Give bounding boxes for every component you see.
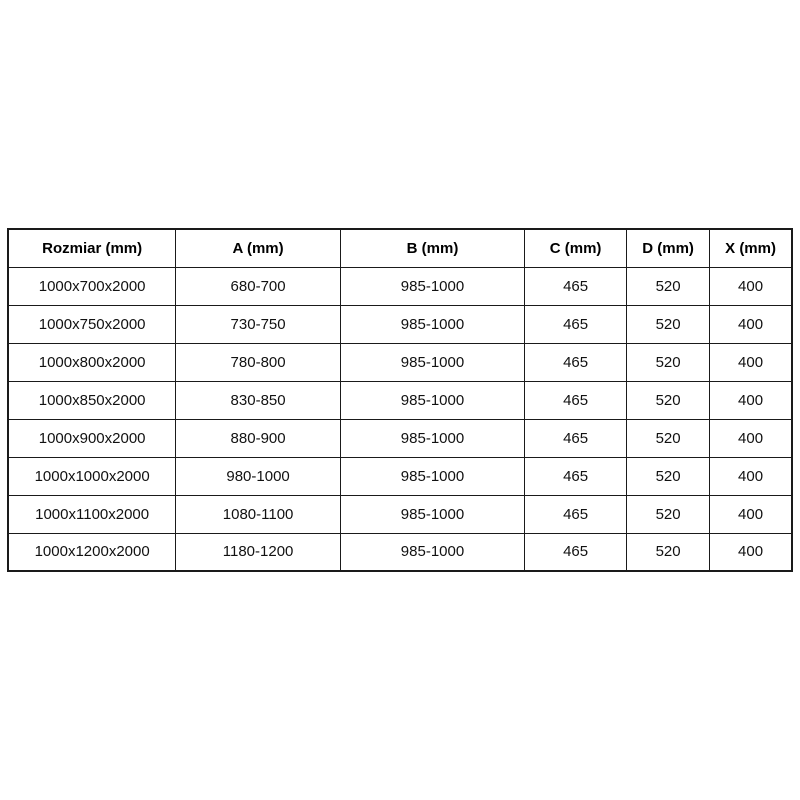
column-header: B (mm)	[339, 228, 526, 268]
table-row: 1000x900x2000 880-900 985-1000 465 520 400	[7, 418, 793, 458]
table-cell: 1000x750x2000	[7, 304, 177, 344]
table-cell: 465	[524, 342, 628, 382]
table-row: 1000x700x2000 680-700 985-1000 465 520 400	[7, 266, 793, 306]
table-cell: 985-1000	[339, 266, 526, 306]
table-cell: 465	[524, 494, 628, 534]
table-cell: 980-1000	[175, 456, 341, 496]
header-row: Rozmiar (mm) A (mm) B (mm) C (mm) D (mm) X (m…	[7, 228, 793, 268]
table-cell: 1080-1100	[175, 494, 341, 534]
table-cell: 780-800	[175, 342, 341, 382]
table-cell: 1000x1000x2000	[7, 456, 177, 496]
column-header: Rozmiar (mm)	[7, 228, 177, 268]
table-cell: 1000x800x2000	[7, 342, 177, 382]
table-cell: 520	[626, 304, 711, 344]
table-cell: 1000x850x2000	[7, 380, 177, 420]
table-cell: 520	[626, 456, 711, 496]
table-cell: 465	[524, 380, 628, 420]
table-cell: 830-850	[175, 380, 341, 420]
table-cell: 465	[524, 266, 628, 306]
table-cell: 1000x700x2000	[7, 266, 177, 306]
table-row: 1000x1200x2000 1180-1200 985-1000 465 520 400	[7, 532, 793, 572]
table-cell: 985-1000	[339, 456, 526, 496]
size-table-container: Rozmiar (mm) A (mm) B (mm) C (mm) D (mm) X (m…	[7, 228, 793, 572]
table-cell: 400	[709, 304, 793, 344]
table-cell: 400	[709, 494, 793, 534]
table-row: 1000x850x2000 830-850 985-1000 465 520 400	[7, 380, 793, 420]
table-cell: 520	[626, 266, 711, 306]
table-row: 1000x800x2000 780-800 985-1000 465 520 400	[7, 342, 793, 382]
table-cell: 465	[524, 418, 628, 458]
table-cell: 465	[524, 532, 628, 572]
column-header: A (mm)	[175, 228, 341, 268]
table-cell: 400	[709, 532, 793, 572]
table-cell: 985-1000	[339, 304, 526, 344]
table-cell: 680-700	[175, 266, 341, 306]
table-cell: 1000x1100x2000	[7, 494, 177, 534]
table-cell: 520	[626, 380, 711, 420]
table-cell: 520	[626, 342, 711, 382]
table-cell: 1000x1200x2000	[7, 532, 177, 572]
table-cell: 985-1000	[339, 532, 526, 572]
table-cell: 400	[709, 342, 793, 382]
table-cell: 985-1000	[339, 342, 526, 382]
table-cell: 985-1000	[339, 494, 526, 534]
table-cell: 400	[709, 418, 793, 458]
column-header: C (mm)	[524, 228, 628, 268]
table-cell: 400	[709, 380, 793, 420]
table-cell: 730-750	[175, 304, 341, 344]
table-cell: 1180-1200	[175, 532, 341, 572]
table-cell: 520	[626, 532, 711, 572]
table-cell: 985-1000	[339, 380, 526, 420]
table-cell: 465	[524, 456, 628, 496]
table-row: 1000x1000x2000 980-1000 985-1000 465 520 400	[7, 456, 793, 496]
table-cell: 400	[709, 266, 793, 306]
table-cell: 400	[709, 456, 793, 496]
table-cell: 1000x900x2000	[7, 418, 177, 458]
column-header: X (mm)	[709, 228, 793, 268]
table-cell: 880-900	[175, 418, 341, 458]
table-body: 1000x700x2000 680-700 985-1000 465 520 400 100…	[7, 266, 793, 572]
table-cell: 520	[626, 418, 711, 458]
table-cell: 520	[626, 494, 711, 534]
size-table: Rozmiar (mm) A (mm) B (mm) C (mm) D (mm) X (m…	[7, 228, 793, 572]
table-cell: 465	[524, 304, 628, 344]
table-row: 1000x750x2000 730-750 985-1000 465 520 400	[7, 304, 793, 344]
column-header: D (mm)	[626, 228, 711, 268]
table-cell: 985-1000	[339, 418, 526, 458]
table-row: 1000x1100x2000 1080-1100 985-1000 465 520 400	[7, 494, 793, 534]
